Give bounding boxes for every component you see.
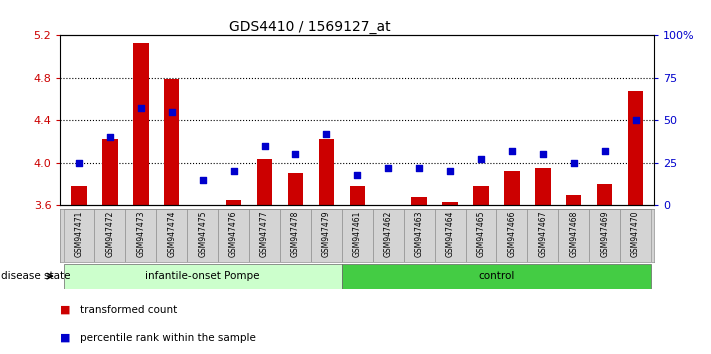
Bar [504,171,520,205]
Bar [63,209,95,262]
Text: GSM947472: GSM947472 [105,211,114,257]
Bar [342,264,651,289]
Bar [496,209,528,262]
Text: infantile-onset Pompe: infantile-onset Pompe [146,271,260,281]
Bar [628,91,643,205]
Point [351,172,363,178]
Text: disease state: disease state [1,271,70,281]
Text: ■: ■ [60,305,71,315]
Bar [195,205,210,206]
Bar [218,209,249,262]
Bar [474,186,488,205]
Bar [102,139,117,205]
Text: GSM947476: GSM947476 [229,211,238,257]
Text: GSM947469: GSM947469 [600,211,609,257]
Text: GSM947479: GSM947479 [322,211,331,257]
Bar [342,209,373,262]
Bar [187,209,218,262]
Bar [164,79,179,205]
Point [537,152,548,157]
Point [197,177,208,183]
Text: GSM947463: GSM947463 [415,211,424,257]
Bar [412,197,427,205]
Bar [249,209,280,262]
Point [73,160,85,166]
Bar [156,209,187,262]
Bar [288,173,303,205]
Text: GSM947465: GSM947465 [476,211,486,257]
Bar [319,139,334,205]
Text: GSM947474: GSM947474 [167,211,176,257]
Point [599,148,610,154]
Text: GSM947462: GSM947462 [384,211,392,257]
Text: GSM947475: GSM947475 [198,211,207,257]
Point [630,118,641,123]
Text: transformed count: transformed count [80,305,178,315]
Bar [597,184,612,205]
Bar [566,195,582,205]
Bar [434,209,466,262]
Point [444,169,456,174]
Text: ■: ■ [60,333,71,343]
Text: GSM947464: GSM947464 [446,211,454,257]
Text: GSM947473: GSM947473 [137,211,145,257]
Point [290,152,301,157]
Text: GSM947467: GSM947467 [538,211,547,257]
Point [383,165,394,171]
Point [259,143,270,149]
Text: GSM947471: GSM947471 [75,211,83,257]
Point [105,135,116,140]
Point [506,148,518,154]
Bar [311,209,342,262]
Bar [373,209,404,262]
Text: GSM947468: GSM947468 [570,211,578,257]
Text: GSM947477: GSM947477 [260,211,269,257]
Text: GDS4410 / 1569127_at: GDS4410 / 1569127_at [229,19,390,34]
Point [135,105,146,111]
Point [321,131,332,137]
Bar [226,200,241,205]
Bar [620,209,651,262]
Bar [280,209,311,262]
Text: GSM947470: GSM947470 [631,211,640,257]
Bar [71,186,87,205]
Bar [535,168,550,205]
Bar [95,209,125,262]
Text: GSM947478: GSM947478 [291,211,300,257]
Text: GSM947466: GSM947466 [508,211,516,257]
Point [413,165,424,171]
Bar [466,209,496,262]
Bar [528,209,558,262]
Bar [350,186,365,205]
Point [166,109,178,115]
Bar [125,209,156,262]
Text: percentile rank within the sample: percentile rank within the sample [80,333,256,343]
Bar [442,202,458,205]
Text: GSM947461: GSM947461 [353,211,362,257]
Bar [589,209,620,262]
Bar [404,209,434,262]
Bar [558,209,589,262]
Point [228,169,240,174]
Point [568,160,579,166]
Bar [63,264,342,289]
Bar [257,159,272,205]
Point [475,156,486,162]
Bar [133,43,149,205]
Text: control: control [479,271,515,281]
